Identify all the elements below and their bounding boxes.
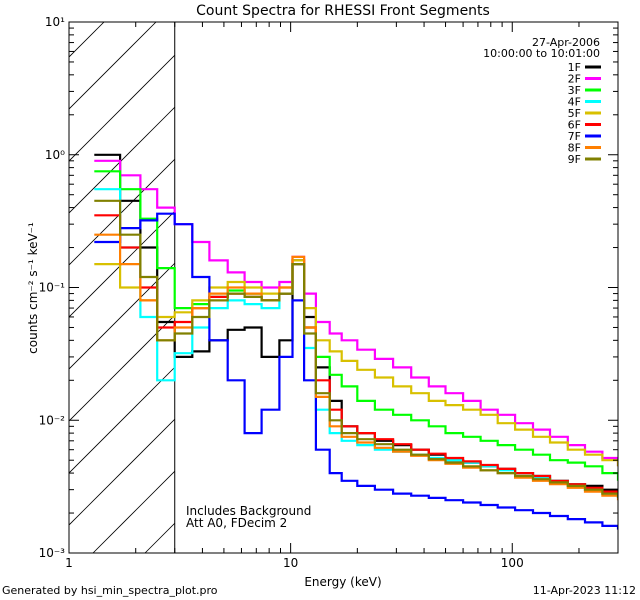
x-tick-label: 100 [501, 556, 524, 570]
series-line-7F [94, 212, 618, 530]
time-range-label: 10:00:00 to 10:01:00 [483, 47, 600, 60]
attenuator-annotation: Att A0, FDecim 2 [186, 516, 287, 530]
series-line-2F [94, 159, 618, 467]
legend-label-5F: 5F [568, 107, 581, 120]
legend-label-4F: 4F [568, 96, 581, 109]
x-tick-label: 1 [65, 556, 73, 570]
series-layer [94, 153, 618, 530]
legend-label-9F: 9F [568, 153, 581, 166]
y-tick-label: 10⁻¹ [39, 281, 66, 295]
y-tick-label: 10⁻² [39, 413, 66, 427]
y-tick-label: 10⁰ [45, 148, 65, 162]
series-line-3F [94, 170, 618, 481]
hatch-line [0, 0, 29, 553]
x-tick-label: 10 [283, 556, 298, 570]
legend-label-8F: 8F [568, 142, 581, 155]
hatch-line [69, 22, 209, 162]
y-axis-label: counts cm⁻² s⁻¹ keV⁻¹ [26, 222, 40, 354]
y-tick-label: 10⁻³ [39, 546, 66, 560]
axis-ticks: 1 10 100 10⁻³ 10⁻² 10⁻¹ 10⁰ 10¹ [39, 15, 619, 570]
legend-label-1F: 1F [568, 61, 581, 74]
y-tick-label: 10¹ [45, 15, 65, 29]
excluded-region-hatch [0, 0, 618, 553]
footer-timestamp: 11-Apr-2023 11:12 [533, 584, 636, 597]
hatch-line [69, 22, 105, 58]
background-annotation: Includes Background [186, 504, 311, 518]
series-line-5F [94, 259, 618, 467]
legend-label-3F: 3F [568, 84, 581, 97]
series-line-9F [94, 199, 618, 498]
chart-title: Count Spectra for RHESSI Front Segments [196, 3, 490, 19]
x-axis-label: Energy (keV) [304, 575, 381, 589]
generated-by-label: Generated by hsi_min_spectra_plot.pro [2, 584, 218, 597]
date-label: 27-Apr-2006 [532, 36, 600, 49]
legend-label-6F: 6F [568, 119, 581, 132]
legend-label-7F: 7F [568, 130, 581, 143]
hatch-line [69, 22, 157, 110]
legend-label-2F: 2F [568, 73, 581, 86]
